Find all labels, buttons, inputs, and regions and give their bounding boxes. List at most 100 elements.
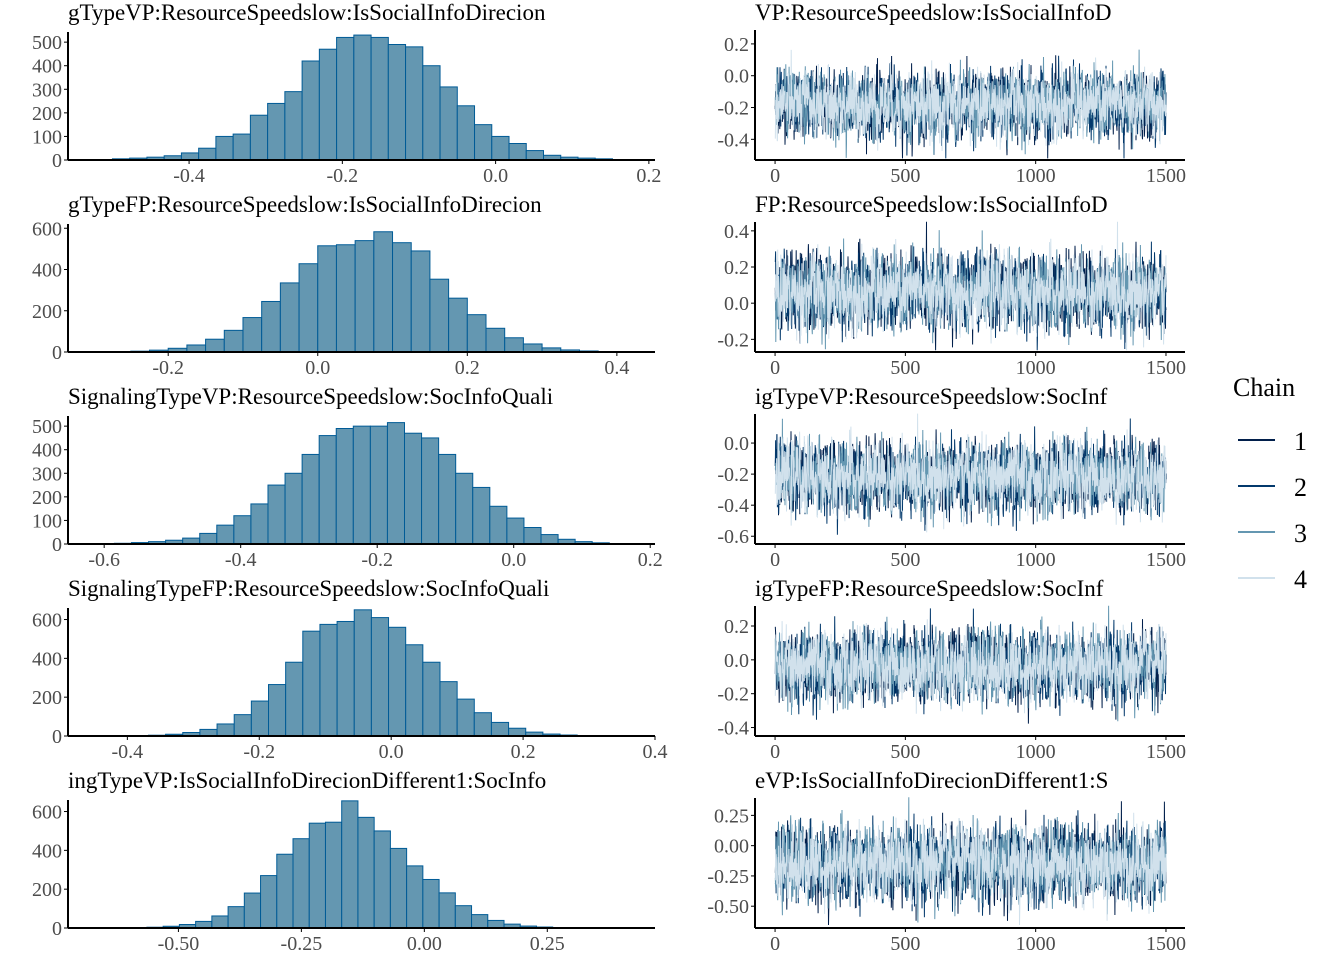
x-tick-label: -0.25 (281, 933, 323, 955)
histogram-bar (267, 484, 286, 545)
histogram-bar (525, 150, 545, 161)
y-tick-label: 300 (32, 463, 62, 485)
histogram-bar (216, 723, 235, 737)
x-tick-label: -0.2 (327, 165, 359, 187)
histogram-bar (319, 623, 338, 737)
histogram-bar (243, 892, 262, 929)
histogram-bar (369, 425, 388, 545)
histogram-bar (352, 425, 371, 545)
histogram-bar (357, 816, 375, 929)
histogram-bar (302, 630, 321, 737)
y-tick-label: 0.4 (724, 221, 749, 243)
x-tick-label: 1000 (1016, 933, 1056, 955)
histogram-bar (317, 245, 337, 353)
histogram-bar (233, 515, 252, 545)
histogram-bar (405, 46, 424, 161)
histogram-bar (522, 343, 543, 353)
histogram-bar (318, 48, 338, 161)
histogram-bar (279, 282, 300, 353)
histogram-bar (276, 853, 294, 929)
histogram-bar (473, 712, 492, 737)
histogram-bar (324, 821, 343, 929)
y-tick-label: 0.0 (724, 433, 749, 455)
histogram-bar (472, 486, 491, 545)
histogram-bar (336, 620, 355, 737)
trace-panel: igTypeFP:ResourceSpeedslow:SocInf 0.2 0.0 -… (717, 576, 1186, 763)
y-tick-label: -0.4 (717, 495, 749, 517)
histogram-bar (216, 524, 235, 545)
histogram-bar (454, 905, 473, 929)
histogram-bar (448, 297, 468, 353)
histogram-bar (211, 915, 229, 929)
histogram-panel: ingTypeVP:IsSocialInfoDirecionDifferent1… (32, 768, 655, 955)
histogram-bar (354, 240, 375, 353)
y-tick-label: 400 (32, 840, 62, 862)
histogram-bar (223, 329, 244, 353)
y-tick-label: 600 (32, 218, 62, 240)
histogram-bar (485, 327, 506, 353)
histogram-bar (422, 65, 441, 161)
histogram-bar (438, 453, 457, 545)
histogram-bar (491, 135, 510, 161)
legend-title: Chain (1233, 373, 1295, 402)
x-tick-label: 1500 (1146, 549, 1186, 571)
legend-label: 4 (1294, 565, 1307, 594)
histogram-bar (335, 244, 356, 353)
histogram-bar (471, 914, 489, 929)
y-tick-label: 200 (32, 301, 62, 323)
y-tick-label: 200 (32, 879, 62, 901)
legend-label: 1 (1294, 427, 1307, 456)
trace-panel: eVP:IsSocialInfoDirecionDifferent1:S 0.25… (707, 768, 1186, 955)
x-tick-label: 500 (890, 549, 920, 571)
histogram-bar (353, 609, 372, 737)
y-tick-label: 600 (32, 610, 62, 632)
histogram-bar (341, 800, 359, 929)
histogram-bar (205, 338, 225, 353)
y-tick-label: -0.6 (717, 526, 749, 548)
x-tick-label: 500 (890, 933, 920, 955)
histogram-bar (260, 875, 278, 929)
histogram-bar (370, 617, 390, 737)
histogram-bar (439, 86, 458, 161)
x-tick-label: 0.2 (638, 549, 663, 571)
histogram-panel: SignalingTypeVP:ResourceSpeedslow:SocInf… (32, 384, 663, 571)
histogram-bar (284, 472, 303, 545)
x-tick-label: -0.2 (152, 357, 184, 379)
y-tick-label: -0.4 (717, 129, 749, 151)
x-tick-label: 1000 (1016, 741, 1056, 763)
histogram-bar (487, 919, 505, 929)
histogram-bar (523, 527, 542, 545)
x-tick-label: -0.4 (173, 165, 205, 187)
histogram-bar (336, 36, 355, 161)
trace-panel: igTypeVP:ResourceSpeedslow:SocInf 0.0 -0.2… (717, 384, 1186, 571)
histogram-bar (489, 505, 508, 545)
histogram-bar (232, 133, 251, 161)
histogram-bar (180, 152, 200, 161)
x-tick-label: -0.6 (88, 549, 120, 571)
histogram-bar (455, 472, 474, 545)
histogram-bar (422, 878, 440, 929)
histogram-bar (404, 432, 423, 545)
y-tick-label: 400 (32, 440, 62, 462)
histogram-bar (392, 242, 412, 353)
panel-row: ingTypeVP:IsSocialInfoDirecionDifferent1… (32, 768, 1186, 955)
x-tick-label: 0.4 (643, 741, 668, 763)
x-tick-label: 1500 (1146, 741, 1186, 763)
y-tick-label: -0.2 (717, 98, 749, 120)
y-tick-label: 200 (32, 687, 62, 709)
y-tick-label: 0 (52, 918, 62, 940)
histogram-bar (474, 124, 493, 161)
y-tick-label: 0 (52, 150, 62, 172)
y-tick-label: 0 (52, 534, 62, 556)
histogram-bar (422, 661, 441, 737)
histogram-panel: gTypeFP:ResourceSpeedslow:IsSocialInfoDi… (32, 192, 655, 379)
trace-line-chain-4 (774, 49, 1167, 152)
trace-line-chain-4 (774, 619, 1167, 714)
histogram-bar (508, 727, 527, 737)
y-tick-label: 400 (32, 56, 62, 78)
histogram-panel: SignalingTypeFP:ResourceSpeedslow:SocInf… (32, 576, 668, 763)
y-tick-label: 0 (52, 342, 62, 364)
x-tick-label: -0.2 (361, 549, 393, 571)
histogram-bar (233, 714, 252, 737)
